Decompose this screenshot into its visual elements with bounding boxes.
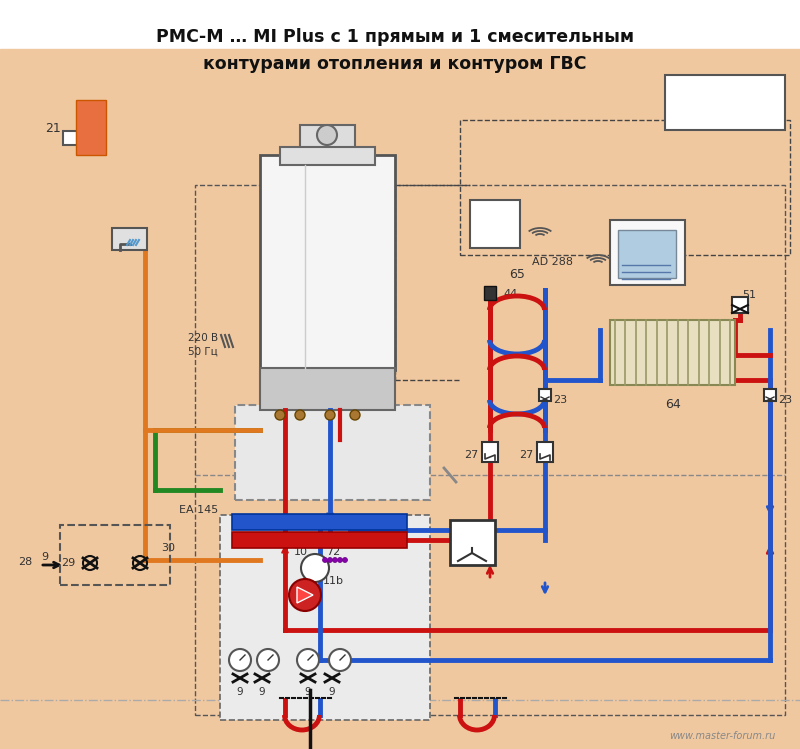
Text: 220 В: 220 В <box>188 333 218 343</box>
Text: контурами отопления и контуром ГВС: контурами отопления и контуром ГВС <box>203 55 586 73</box>
Circle shape <box>350 410 360 420</box>
Text: 220 В: 220 В <box>680 111 710 121</box>
Bar <box>450 520 495 565</box>
Text: 9: 9 <box>237 687 243 697</box>
Circle shape <box>338 557 342 562</box>
Text: HR 74: HR 74 <box>385 423 419 433</box>
Text: 68: 68 <box>463 539 481 551</box>
Text: 10: 10 <box>294 547 308 557</box>
Text: 9: 9 <box>258 687 266 697</box>
Circle shape <box>342 557 347 562</box>
Circle shape <box>289 579 321 611</box>
Text: EA 145: EA 145 <box>178 505 218 515</box>
Bar <box>537 442 553 462</box>
Text: 23: 23 <box>553 395 567 405</box>
Bar <box>63 131 77 145</box>
Polygon shape <box>297 587 313 603</box>
Text: 30: 30 <box>161 543 175 553</box>
Bar <box>665 75 785 130</box>
Bar <box>610 320 735 385</box>
Circle shape <box>325 410 335 420</box>
Bar <box>76 100 106 155</box>
Text: 72: 72 <box>326 547 340 557</box>
Bar <box>195 185 785 715</box>
Bar <box>220 515 430 720</box>
Bar <box>260 368 395 410</box>
Text: 9: 9 <box>41 552 48 562</box>
Text: 29: 29 <box>61 558 75 568</box>
Circle shape <box>301 554 329 582</box>
Text: M: M <box>310 563 321 573</box>
Bar <box>300 125 355 155</box>
Circle shape <box>275 410 285 420</box>
Text: 9: 9 <box>305 687 311 697</box>
Bar <box>732 297 748 313</box>
Bar <box>460 120 790 255</box>
Text: 64: 64 <box>665 398 681 411</box>
Bar <box>484 286 496 300</box>
Text: 11b: 11b <box>323 576 344 586</box>
Bar <box>0 694 800 749</box>
Text: AD 290: AD 290 <box>700 94 750 106</box>
Bar <box>112 228 147 250</box>
Text: 44: 44 <box>503 289 518 299</box>
Text: 65: 65 <box>509 268 525 282</box>
Circle shape <box>229 649 251 671</box>
Text: РМС-М … MI Plus с 1 прямым и 1 смесительным: РМС-М … MI Plus с 1 прямым и 1 смеситель… <box>156 28 634 46</box>
Circle shape <box>295 410 305 420</box>
Circle shape <box>329 649 351 671</box>
Text: 50 Гц: 50 Гц <box>680 121 710 131</box>
Circle shape <box>333 557 338 562</box>
Circle shape <box>297 649 319 671</box>
Text: 27: 27 <box>464 450 478 460</box>
Text: 9: 9 <box>329 687 335 697</box>
Circle shape <box>327 557 333 562</box>
Text: 50 Гц: 50 Гц <box>188 347 218 357</box>
Bar <box>470 200 520 248</box>
Text: www.master-forum.ru: www.master-forum.ru <box>669 731 775 741</box>
Bar <box>618 230 676 278</box>
Bar <box>232 532 407 548</box>
Text: 51: 51 <box>742 290 756 300</box>
Text: 28: 28 <box>18 557 32 567</box>
Bar <box>280 147 375 165</box>
Bar <box>539 389 551 401</box>
Bar <box>260 155 395 370</box>
Bar <box>482 442 498 462</box>
Bar <box>232 514 407 530</box>
Bar <box>235 405 430 500</box>
Bar <box>764 389 776 401</box>
Text: 21: 21 <box>45 121 61 135</box>
Text: 23: 23 <box>778 395 792 405</box>
Circle shape <box>322 557 327 562</box>
Text: AD 288: AD 288 <box>532 257 573 267</box>
Text: QT: QT <box>505 220 520 230</box>
Bar <box>60 525 170 585</box>
Bar <box>610 220 685 285</box>
Text: +HR 77: +HR 77 <box>385 438 428 448</box>
Circle shape <box>317 125 337 145</box>
Text: 27: 27 <box>518 450 533 460</box>
Circle shape <box>257 649 279 671</box>
